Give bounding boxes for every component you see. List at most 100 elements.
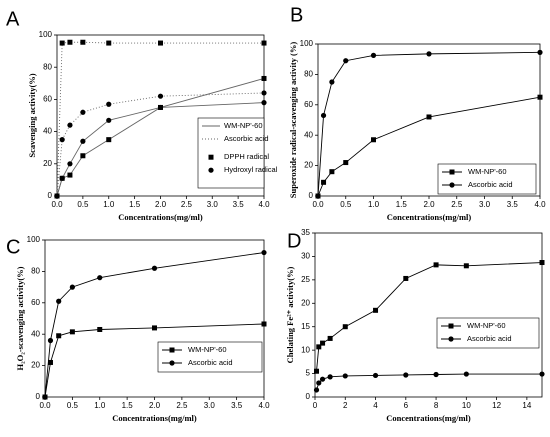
x-tick-label: 0.5	[340, 200, 352, 209]
marker	[315, 193, 321, 199]
x-tick-label: 2.0	[155, 200, 167, 209]
marker	[343, 160, 349, 166]
y-tick-label: 80	[31, 267, 40, 276]
marker	[403, 275, 409, 281]
marker	[261, 249, 267, 256]
x-axis-label: Concentrations(mg/ml)	[118, 212, 203, 222]
marker	[67, 122, 73, 128]
y-axis-label: H₂O₂-scavenging activity(%)	[15, 266, 25, 370]
marker	[59, 175, 65, 181]
y-tick-label: 20	[31, 361, 40, 370]
marker	[321, 179, 327, 185]
marker	[158, 40, 163, 46]
y-tick-label: 60	[43, 95, 52, 104]
x-tick-label: 2.5	[176, 401, 188, 410]
y-tick-label: 100	[300, 39, 314, 48]
legend-label: Ascorbic acid	[468, 180, 513, 189]
legend-marker	[448, 323, 454, 329]
marker	[261, 40, 267, 46]
legend-marker	[449, 182, 455, 188]
y-tick-label: 100	[39, 30, 53, 39]
marker	[47, 337, 54, 344]
legend-marker	[169, 360, 175, 366]
y-tick-label: 0	[309, 191, 314, 200]
marker	[54, 193, 60, 199]
marker	[314, 368, 320, 374]
marker	[373, 307, 379, 313]
marker	[80, 153, 86, 159]
legend-box	[437, 163, 537, 195]
y-tick-label: 15	[301, 322, 310, 331]
x-tick-label: 8	[434, 401, 439, 410]
marker	[80, 138, 86, 144]
marker	[80, 39, 86, 45]
marker	[67, 161, 73, 167]
x-tick-label: 1.5	[396, 200, 408, 209]
y-tick-label: 30	[301, 252, 310, 261]
x-axis-label: Concentrations(mg/ml)	[387, 212, 472, 222]
marker	[342, 373, 348, 379]
y-tick-label: 80	[43, 62, 52, 71]
legend-label: WM-NP'-60	[467, 321, 506, 330]
y-axis-label: Superoxide radical-scavenging activity (…	[288, 42, 298, 199]
x-tick-label: 0	[313, 401, 318, 410]
legend-box	[157, 341, 263, 373]
marker	[403, 372, 409, 378]
marker	[69, 284, 75, 290]
x-tick-label: 0.0	[39, 401, 51, 410]
marker	[329, 169, 335, 175]
x-tick-label: 2.0	[149, 401, 161, 410]
y-tick-label: 40	[31, 329, 40, 338]
x-tick-label: 2.5	[181, 200, 193, 209]
marker	[106, 101, 112, 107]
y-tick-label: 100	[27, 235, 41, 244]
marker	[56, 333, 62, 339]
marker	[97, 275, 103, 281]
legend-label: Ascorbic acid	[224, 134, 269, 143]
y-tick-label: 60	[304, 100, 313, 109]
x-tick-label: 4.0	[258, 200, 270, 209]
legend-label: WM-NP'-60	[224, 121, 263, 130]
x-tick-label: 0.0	[312, 200, 324, 209]
y-tick-label: 40	[304, 130, 313, 139]
y-tick-label: 25	[301, 275, 310, 284]
x-tick-label: 3.0	[479, 200, 491, 209]
marker	[59, 137, 65, 143]
legend-box	[436, 317, 540, 349]
legend-marker	[208, 167, 214, 173]
marker	[106, 117, 112, 123]
marker	[47, 359, 53, 365]
legend-box	[197, 117, 265, 189]
marker	[69, 329, 75, 335]
x-tick-label: 0.0	[51, 200, 63, 209]
marker	[67, 172, 73, 178]
series-line	[316, 262, 543, 372]
y-tick-label: 20	[301, 298, 310, 307]
marker	[316, 380, 322, 386]
legend-label: Ascorbic acid	[188, 358, 233, 367]
x-tick-label: 3.5	[507, 200, 519, 209]
marker	[261, 100, 267, 106]
marker	[433, 371, 439, 378]
legend-label: WM-NP'-60	[468, 167, 507, 176]
y-axis-label: Chelating Fe²⁺ activity(%)	[285, 266, 295, 363]
marker	[261, 90, 267, 96]
marker	[371, 137, 376, 143]
marker	[261, 75, 267, 81]
marker	[343, 58, 349, 64]
x-tick-label: 10	[462, 401, 471, 410]
x-tick-label: 4.0	[534, 200, 546, 209]
y-tick-label: 0	[48, 191, 53, 200]
marker	[433, 262, 439, 268]
x-tick-label: 3.0	[204, 401, 216, 410]
x-tick-label: 2.5	[451, 200, 463, 209]
marker	[80, 109, 86, 115]
x-axis-label: Concentrations(mg/ml)	[112, 413, 197, 423]
y-tick-label: 5	[306, 369, 311, 378]
x-tick-label: 1.0	[103, 200, 115, 209]
y-tick-label: 10	[301, 345, 310, 354]
x-axis-label: Concentrations(mg/ml)	[386, 413, 471, 423]
marker	[59, 40, 65, 46]
marker	[97, 326, 103, 332]
